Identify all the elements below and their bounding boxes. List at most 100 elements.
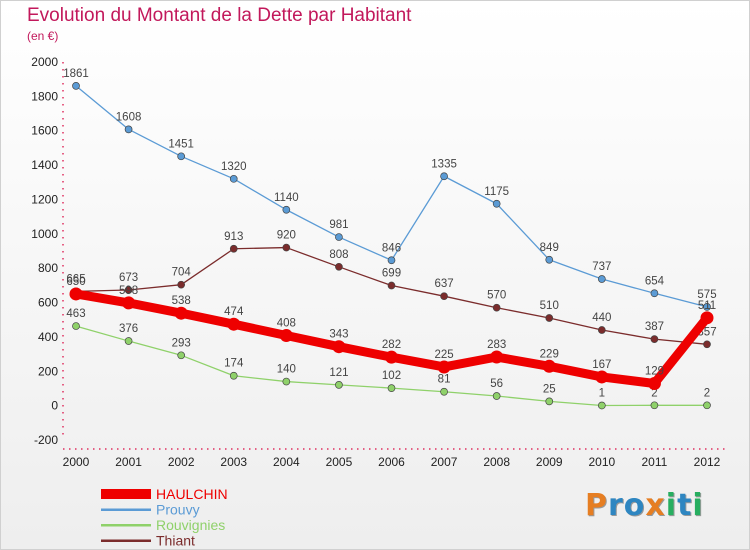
x-tick-label: 2006 xyxy=(378,455,405,469)
data-point xyxy=(229,244,238,253)
y-tick-label: 800 xyxy=(38,261,58,275)
data-label: 474 xyxy=(224,306,244,318)
x-tick-label: 2002 xyxy=(168,455,195,469)
data-point xyxy=(229,174,238,183)
data-label: 920 xyxy=(277,230,296,242)
data-label: 25 xyxy=(543,383,556,395)
data-point xyxy=(279,329,293,343)
x-tick-label: 2011 xyxy=(642,455,668,469)
data-label: 1320 xyxy=(221,161,247,173)
logo-letter: P xyxy=(585,488,608,523)
data-point xyxy=(177,351,186,360)
data-point xyxy=(122,296,136,310)
data-point xyxy=(545,397,554,406)
data-point xyxy=(440,172,448,181)
y-tick-label: 400 xyxy=(38,330,58,344)
data-label: 1451 xyxy=(168,138,194,150)
x-tick-label: 2000 xyxy=(63,455,90,469)
data-label: 1 xyxy=(599,387,605,399)
logo-letter: x xyxy=(645,488,666,523)
data-label: 510 xyxy=(540,300,559,312)
data-label: 376 xyxy=(119,323,138,335)
data-label: 637 xyxy=(434,278,453,290)
x-tick-label: 2005 xyxy=(326,455,353,469)
data-point xyxy=(440,292,448,301)
data-point xyxy=(490,350,504,364)
series-haulchin: 650 598 538 474 408 343 282 225 283 229 167 129 511 xyxy=(66,276,716,390)
legend-label: Prouvy xyxy=(156,502,200,518)
data-label: 283 xyxy=(487,339,506,351)
data-point xyxy=(385,350,398,364)
data-label: 575 xyxy=(697,289,716,301)
data-point xyxy=(492,303,501,312)
y-tick-label: 600 xyxy=(38,296,58,310)
legend-item: Prouvy xyxy=(101,502,200,518)
series-prouvy: 1861 1608 1451 1320 1140 981 846 1335 1175 849 737… xyxy=(63,68,717,311)
legend-label: Rouvignies xyxy=(156,517,225,533)
data-label: 81 xyxy=(438,374,451,386)
data-label: 343 xyxy=(329,329,348,341)
legend-swatch xyxy=(101,508,151,511)
data-point xyxy=(387,256,396,265)
data-label: 1335 xyxy=(431,158,457,170)
data-point xyxy=(703,340,711,349)
data-label: 56 xyxy=(490,378,503,390)
y-tick-label: 1000 xyxy=(31,227,58,241)
data-point xyxy=(387,281,396,290)
data-point xyxy=(650,289,659,298)
legend-swatch xyxy=(101,489,151,499)
data-point xyxy=(700,311,714,325)
x-tick-label: 2010 xyxy=(588,455,615,469)
data-label: 849 xyxy=(540,242,559,254)
data-label: 1608 xyxy=(116,111,142,123)
y-tick-label: 1600 xyxy=(31,124,58,138)
data-label: 102 xyxy=(382,370,401,382)
data-label: 463 xyxy=(66,308,85,320)
x-tick-label: 2007 xyxy=(431,455,458,469)
data-label: 129 xyxy=(645,365,664,377)
legend-item: Thiant xyxy=(101,533,195,549)
data-point xyxy=(595,370,609,384)
data-label: 808 xyxy=(329,249,348,261)
data-point xyxy=(332,340,346,354)
data-label: 174 xyxy=(224,358,244,370)
y-tick-label: 0 xyxy=(51,399,58,413)
data-point xyxy=(282,377,291,386)
data-label: 2 xyxy=(704,387,710,399)
data-point xyxy=(650,335,659,343)
data-point xyxy=(335,233,343,241)
data-label: 737 xyxy=(592,261,611,273)
data-point xyxy=(72,82,80,90)
data-label: 704 xyxy=(172,267,192,279)
data-label: 293 xyxy=(172,337,191,349)
data-point xyxy=(124,286,133,294)
legend-swatch xyxy=(101,539,151,542)
data-point xyxy=(177,280,186,289)
data-point xyxy=(174,306,188,320)
data-point xyxy=(597,401,606,410)
data-point xyxy=(492,199,501,208)
data-label: 167 xyxy=(592,359,611,371)
data-label: 1175 xyxy=(484,186,509,198)
data-label: 913 xyxy=(224,231,243,243)
x-tick-label: 2008 xyxy=(483,455,510,469)
data-point xyxy=(597,326,606,334)
data-point xyxy=(227,317,241,331)
logo-letter: i xyxy=(665,488,678,523)
legend-label: HAULCHIN xyxy=(156,486,228,502)
legend-label: Thiant xyxy=(156,533,195,549)
data-point xyxy=(282,243,291,252)
y-tick-label: 1400 xyxy=(31,158,58,172)
data-label: 1140 xyxy=(274,192,299,204)
data-point xyxy=(703,401,711,410)
x-tick-label: 2009 xyxy=(536,455,563,469)
x-tick-label: 2004 xyxy=(273,455,300,469)
y-tick-label: 1200 xyxy=(31,192,58,206)
data-point xyxy=(647,376,661,390)
data-label: 1861 xyxy=(63,68,89,80)
data-label: 282 xyxy=(382,339,401,351)
data-label: 699 xyxy=(382,268,401,280)
